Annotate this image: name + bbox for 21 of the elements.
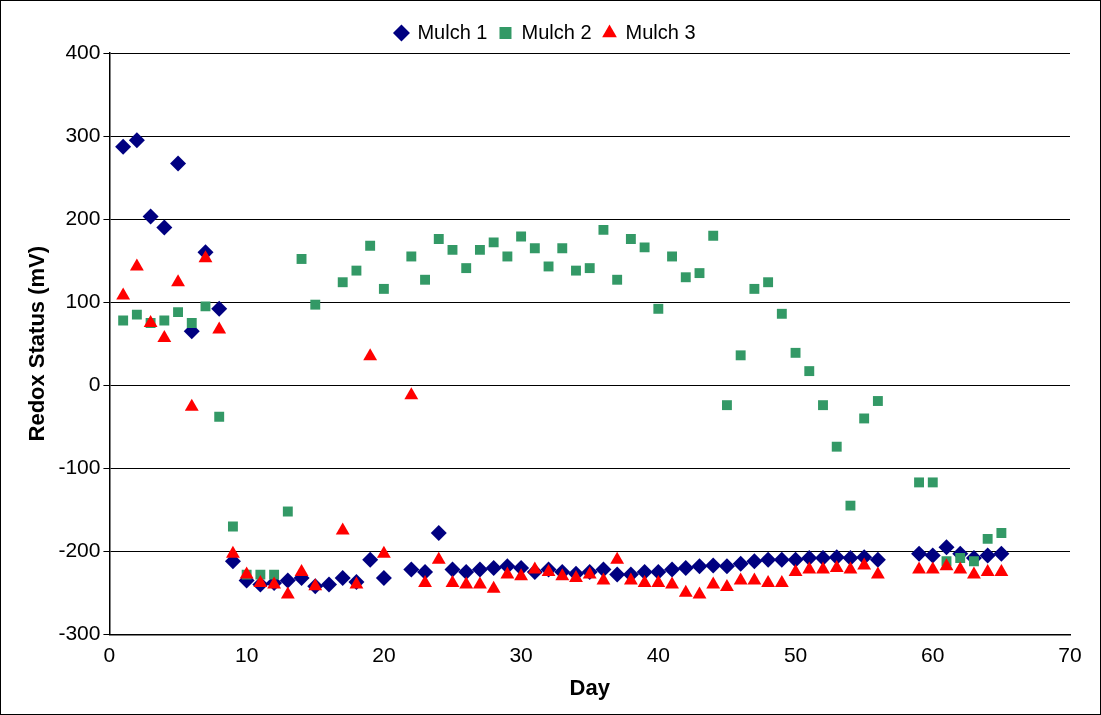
- y-tick-label: -300: [58, 621, 101, 645]
- x-tick-label: 60: [921, 642, 945, 666]
- legend-label: Mulch 2: [521, 20, 592, 43]
- x-axis-title: Day: [569, 674, 611, 700]
- x-tick-label: 20: [372, 642, 396, 666]
- y-tick-label: 0: [88, 372, 101, 396]
- y-tick-label: 100: [65, 288, 101, 312]
- x-tick-label: 40: [646, 642, 671, 666]
- y-tick-label: -100: [58, 455, 101, 479]
- y-axis-title: Redox Status (mV): [24, 245, 50, 442]
- legend-label: Mulch 1: [417, 20, 488, 43]
- x-tick-label: 30: [509, 642, 533, 666]
- y-tick-label: -200: [58, 538, 101, 562]
- x-tick-label: 0: [103, 642, 116, 666]
- y-tick-label: 400: [65, 39, 101, 63]
- x-tick-label: 70: [1058, 642, 1082, 666]
- x-tick-label: 50: [783, 642, 808, 666]
- y-tick-label: 200: [65, 205, 101, 229]
- y-tick-label: 300: [65, 122, 101, 146]
- legend-label: Mulch 3: [625, 20, 696, 43]
- x-tick-label: 10: [234, 642, 259, 666]
